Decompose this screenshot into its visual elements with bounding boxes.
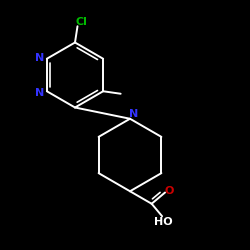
Text: N: N	[129, 109, 138, 119]
Text: Cl: Cl	[75, 17, 87, 27]
Text: N: N	[35, 52, 44, 62]
Text: N: N	[35, 88, 44, 98]
Text: O: O	[165, 186, 174, 196]
Text: HO: HO	[154, 218, 173, 228]
